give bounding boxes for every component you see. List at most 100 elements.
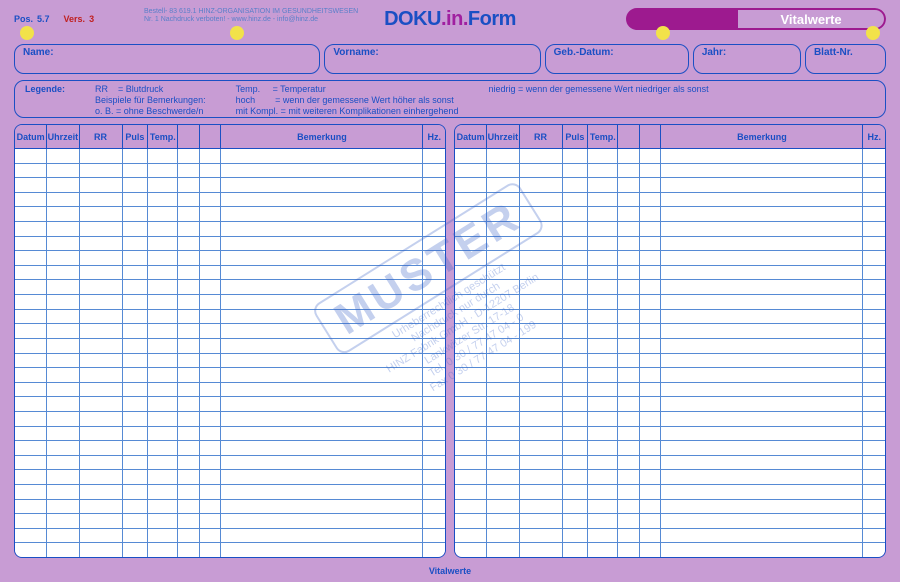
cell[interactable] — [423, 251, 445, 265]
cell[interactable] — [221, 324, 423, 338]
cell[interactable] — [200, 514, 222, 528]
cell[interactable] — [863, 339, 885, 353]
cell[interactable] — [80, 295, 123, 309]
cell[interactable] — [148, 237, 178, 251]
cell[interactable] — [863, 427, 885, 441]
jahr-field[interactable]: Jahr: — [693, 44, 801, 74]
cell[interactable] — [200, 500, 222, 514]
cell[interactable] — [863, 207, 885, 221]
cell[interactable] — [123, 310, 149, 324]
cell[interactable] — [640, 470, 662, 484]
cell[interactable] — [221, 149, 423, 163]
cell[interactable] — [487, 178, 519, 192]
cell[interactable] — [863, 412, 885, 426]
cell[interactable] — [80, 397, 123, 411]
cell[interactable] — [15, 237, 47, 251]
cell[interactable] — [15, 529, 47, 543]
cell[interactable] — [588, 237, 618, 251]
cell[interactable] — [15, 441, 47, 455]
cell[interactable] — [80, 354, 123, 368]
cell[interactable] — [563, 412, 589, 426]
gebdatum-field[interactable]: Geb.-Datum: — [545, 44, 689, 74]
cell[interactable] — [148, 456, 178, 470]
cell[interactable] — [80, 500, 123, 514]
cell[interactable] — [148, 164, 178, 178]
table-row[interactable] — [455, 368, 885, 383]
table-row[interactable] — [15, 149, 445, 164]
table-row[interactable] — [15, 164, 445, 179]
table-row[interactable] — [15, 383, 445, 398]
cell[interactable] — [123, 178, 149, 192]
cell[interactable] — [148, 529, 178, 543]
cell[interactable] — [80, 164, 123, 178]
cell[interactable] — [221, 529, 423, 543]
cell[interactable] — [15, 339, 47, 353]
cell[interactable] — [47, 383, 79, 397]
cell[interactable] — [455, 514, 487, 528]
cell[interactable] — [863, 280, 885, 294]
cell[interactable] — [47, 397, 79, 411]
cell[interactable] — [200, 456, 222, 470]
cell[interactable] — [487, 383, 519, 397]
cell[interactable] — [15, 149, 47, 163]
cell[interactable] — [588, 354, 618, 368]
cell[interactable] — [178, 339, 200, 353]
table-row[interactable] — [15, 324, 445, 339]
cell[interactable] — [455, 339, 487, 353]
cell[interactable] — [863, 193, 885, 207]
cell[interactable] — [588, 412, 618, 426]
cell[interactable] — [423, 149, 445, 163]
cell[interactable] — [588, 280, 618, 294]
cell[interactable] — [15, 397, 47, 411]
cell[interactable] — [148, 266, 178, 280]
cell[interactable] — [661, 383, 863, 397]
cell[interactable] — [455, 412, 487, 426]
table-row[interactable] — [15, 470, 445, 485]
table-row[interactable] — [455, 295, 885, 310]
cell[interactable] — [80, 383, 123, 397]
table-row[interactable] — [15, 354, 445, 369]
cell[interactable] — [618, 266, 640, 280]
cell[interactable] — [47, 164, 79, 178]
cell[interactable] — [455, 149, 487, 163]
cell[interactable] — [123, 149, 149, 163]
cell[interactable] — [80, 456, 123, 470]
cell[interactable] — [588, 383, 618, 397]
cell[interactable] — [80, 324, 123, 338]
cell[interactable] — [178, 354, 200, 368]
cell[interactable] — [520, 222, 563, 236]
cell[interactable] — [863, 164, 885, 178]
cell[interactable] — [148, 295, 178, 309]
cell[interactable] — [863, 500, 885, 514]
cell[interactable] — [47, 266, 79, 280]
table-row[interactable] — [15, 368, 445, 383]
cell[interactable] — [863, 456, 885, 470]
cell[interactable] — [563, 485, 589, 499]
cell[interactable] — [863, 266, 885, 280]
cell[interactable] — [661, 193, 863, 207]
cell[interactable] — [148, 412, 178, 426]
cell[interactable] — [588, 324, 618, 338]
cell[interactable] — [661, 207, 863, 221]
cell[interactable] — [455, 295, 487, 309]
cell[interactable] — [640, 485, 662, 499]
cell[interactable] — [178, 178, 200, 192]
table-row[interactable] — [455, 280, 885, 295]
cell[interactable] — [178, 485, 200, 499]
cell[interactable] — [80, 280, 123, 294]
cell[interactable] — [863, 295, 885, 309]
table-row[interactable] — [15, 193, 445, 208]
cell[interactable] — [221, 500, 423, 514]
cell[interactable] — [221, 383, 423, 397]
cell[interactable] — [178, 529, 200, 543]
cell[interactable] — [588, 441, 618, 455]
table-row[interactable] — [15, 529, 445, 544]
cell[interactable] — [588, 207, 618, 221]
cell[interactable] — [588, 178, 618, 192]
cell[interactable] — [863, 470, 885, 484]
cell[interactable] — [178, 164, 200, 178]
cell[interactable] — [640, 529, 662, 543]
cell[interactable] — [661, 295, 863, 309]
cell[interactable] — [178, 295, 200, 309]
cell[interactable] — [423, 368, 445, 382]
